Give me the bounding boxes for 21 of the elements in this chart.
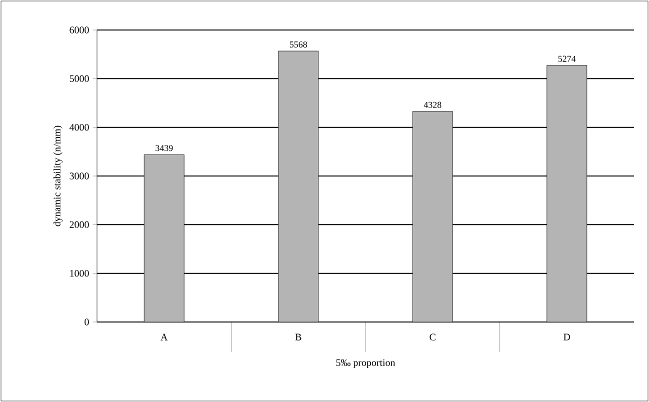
y-tick-label: 2000 <box>70 221 89 228</box>
x-tick-label: C <box>430 334 436 340</box>
data-label: 5568 <box>290 41 307 48</box>
x-tick-label: D <box>564 334 570 340</box>
x-tick-label: B <box>295 334 302 340</box>
bar <box>412 111 453 322</box>
y-tick-label: 0 <box>84 318 89 326</box>
bar <box>278 50 319 322</box>
y-tick-label: 4000 <box>69 124 89 131</box>
y-tick-label: 3000 <box>70 172 89 180</box>
bar <box>546 65 588 322</box>
x-tick-label: A <box>160 334 168 340</box>
y-tick-label: 5000 <box>70 75 89 82</box>
bar <box>144 154 184 322</box>
data-label: 5274 <box>558 56 576 62</box>
x-axis-title: 5‰ proportion <box>336 359 396 368</box>
y-tick-label: 1000 <box>70 270 89 277</box>
y-tick-label: 6000 <box>70 26 89 34</box>
data-label: 4328 <box>424 102 442 108</box>
data-label: 3439 <box>156 145 173 152</box>
y-axis-title: dynamic stability (n/mm) <box>53 126 62 226</box>
